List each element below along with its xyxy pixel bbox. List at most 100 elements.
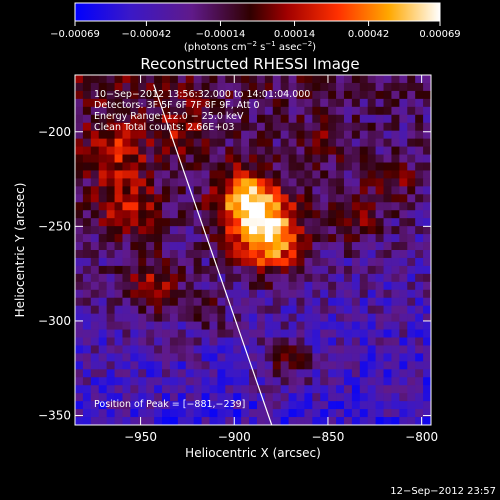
heatmap-cell	[90, 178, 100, 187]
heatmap-cell	[201, 281, 210, 291]
heatmap-cell	[225, 114, 234, 124]
heatmap-cell	[82, 353, 92, 362]
heatmap-cell	[225, 170, 234, 179]
heatmap-cell	[185, 313, 195, 322]
heatmap-cell	[320, 114, 329, 124]
heatmap-cell	[320, 321, 329, 330]
heatmap-cell	[154, 122, 163, 132]
heatmap-cell	[233, 178, 242, 187]
heatmap-cell	[359, 273, 369, 283]
heatmap-cell	[249, 353, 258, 362]
heatmap-cell	[399, 305, 408, 315]
heatmap-cell	[264, 305, 274, 315]
heatmap-cell	[82, 417, 92, 425]
heatmap-cell	[106, 162, 115, 171]
heatmap-cell	[288, 329, 297, 338]
heatmap-cell	[98, 273, 108, 283]
heatmap-cell	[90, 377, 100, 386]
heatmap-cell	[201, 146, 210, 155]
heatmap-cell	[241, 202, 250, 211]
heatmap-cell	[122, 114, 131, 124]
heatmap-cell	[280, 385, 289, 394]
heatmap-cell	[367, 146, 377, 155]
heatmap-cell	[138, 194, 147, 203]
heatmap-cell	[367, 329, 377, 338]
heatmap-cell	[209, 337, 218, 346]
heatmap-cell	[328, 90, 337, 100]
heatmap-cell	[217, 194, 226, 203]
heatmap-cell	[193, 130, 202, 140]
heatmap-cell	[296, 409, 305, 418]
heatmap-cell	[114, 178, 123, 187]
heatmap-cell	[98, 409, 108, 418]
heatmap-cell	[391, 114, 400, 124]
heatmap-cell	[383, 90, 392, 100]
heatmap-cell	[130, 210, 139, 219]
heatmap-cell	[241, 210, 250, 219]
heatmap-cell	[343, 114, 353, 124]
heatmap-cell	[264, 242, 274, 251]
heatmap-cell	[146, 90, 155, 100]
heatmap-cell	[225, 289, 234, 299]
heatmap-cell	[225, 265, 234, 275]
heatmap-cell	[304, 377, 313, 386]
heatmap-cell	[162, 138, 171, 147]
heatmap-cell	[241, 377, 250, 386]
heatmap-cell	[367, 369, 377, 378]
heatmap-cell	[138, 409, 147, 418]
heatmap-cell	[122, 234, 131, 243]
heatmap-cell	[82, 130, 92, 140]
heatmap-cell	[375, 234, 384, 243]
heatmap-cell	[233, 393, 242, 402]
heatmap-cell	[383, 114, 392, 124]
heatmap-cell	[407, 186, 416, 195]
heatmap-cell	[154, 234, 163, 243]
heatmap-cell	[193, 409, 202, 418]
heatmap-cell	[185, 170, 195, 179]
heatmap-cell	[249, 138, 258, 147]
heatmap-cell	[407, 162, 416, 171]
heatmap-cell	[399, 385, 408, 394]
heatmap-cell	[185, 377, 195, 386]
heatmap-cell	[304, 90, 313, 100]
heatmap-cell	[233, 234, 242, 243]
heatmap-cell	[146, 305, 155, 315]
heatmap-cell	[217, 210, 226, 219]
heatmap-cell	[82, 297, 92, 307]
heatmap-cell	[351, 114, 361, 124]
heatmap-cell	[90, 409, 100, 418]
heatmap-cell	[423, 98, 431, 108]
heatmap-cell	[343, 297, 353, 307]
heatmap-cell	[82, 210, 92, 219]
heatmap-cell	[288, 409, 297, 418]
heatmap-cell	[154, 90, 163, 100]
heatmap-cell	[249, 377, 258, 386]
heatmap-cell	[169, 393, 179, 402]
heatmap-cell	[122, 226, 131, 235]
heatmap-cell	[130, 234, 139, 243]
heatmap-cell	[201, 417, 210, 425]
heatmap-cell	[367, 313, 377, 322]
heatmap-cell	[146, 138, 155, 147]
heatmap-cell	[415, 337, 424, 346]
heatmap-cell	[336, 138, 345, 147]
heatmap-cell	[351, 305, 361, 315]
heatmap-cell	[162, 154, 171, 163]
heatmap-cell	[249, 202, 258, 211]
heatmap-cell	[399, 345, 408, 354]
heatmap-cell	[146, 170, 155, 179]
heatmap-cell	[391, 337, 400, 346]
heatmap-cell	[249, 226, 258, 235]
heatmap-cell	[312, 321, 321, 330]
heatmap-cell	[241, 114, 250, 124]
heatmap-cell	[75, 401, 84, 410]
heatmap-cell	[256, 313, 266, 322]
heatmap-cell	[90, 154, 100, 163]
heatmap-cell	[391, 98, 400, 108]
heatmap-cell	[312, 82, 321, 92]
heatmap-cell	[177, 75, 187, 84]
heatmap-cell	[264, 250, 274, 259]
heatmap-cell	[375, 289, 384, 299]
heatmap-cell	[383, 130, 392, 140]
